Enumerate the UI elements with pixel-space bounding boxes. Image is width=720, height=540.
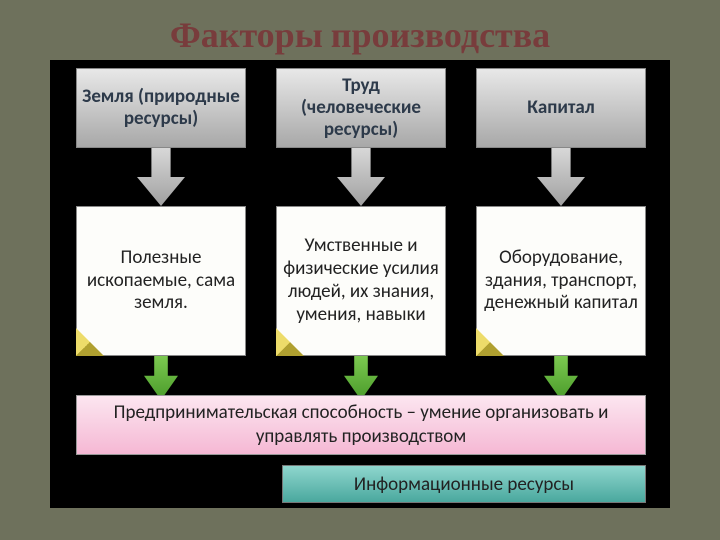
arrow-down-green-icon [144, 356, 178, 400]
header-box-capital: Капитал [476, 68, 646, 148]
header-box-labor: Труд (человеческие ресурсы) [276, 68, 446, 148]
body-box-capital: Оборудование, здания, транспорт, денежны… [476, 206, 646, 356]
arrow-down-icon [337, 148, 385, 206]
slide-title: Факторы производства [0, 14, 720, 56]
page-fold-icon [476, 328, 504, 356]
page-fold-icon [276, 328, 304, 356]
body-text: Полезные ископаемые, сама земля. [83, 247, 239, 315]
arrow-down-icon [137, 148, 185, 206]
body-text: Умственные и физические усилия людей, их… [283, 235, 439, 326]
diagram-panel: Земля (природные ресурсы) Труд (человече… [50, 60, 670, 508]
body-box-land: Полезные ископаемые, сама земля. [76, 206, 246, 356]
arrow-down-green-icon [544, 356, 578, 400]
arrow-down-green-icon [344, 356, 378, 400]
slide: Факторы производства Земля (природные ре… [0, 0, 720, 540]
header-box-land: Земля (природные ресурсы) [76, 68, 246, 148]
page-fold-icon [76, 328, 104, 356]
entrepreneurship-box: Предпринимательская способность – умение… [76, 395, 646, 455]
arrow-down-icon [537, 148, 585, 206]
body-box-labor: Умственные и физические усилия людей, их… [276, 206, 446, 356]
body-text: Оборудование, здания, транспорт, денежны… [483, 247, 639, 315]
info-resources-box: Информационные ресурсы [282, 465, 646, 503]
